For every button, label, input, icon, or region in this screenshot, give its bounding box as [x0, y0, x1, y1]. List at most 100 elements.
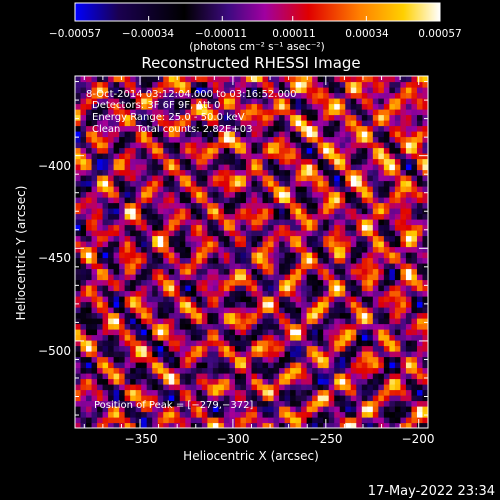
heatmap-cell	[411, 131, 418, 138]
heatmap-cell	[367, 109, 374, 116]
heatmap-cell	[207, 285, 214, 292]
heatmap-cell	[218, 378, 225, 385]
heatmap-cell	[152, 103, 159, 110]
heatmap-cell	[163, 136, 170, 143]
heatmap-cell	[245, 98, 253, 105]
heatmap-cell	[328, 417, 335, 424]
heatmap-cell	[312, 180, 319, 187]
heatmap-cell	[163, 400, 170, 407]
heatmap-cell	[262, 224, 269, 231]
heatmap-cell	[218, 263, 225, 270]
heatmap-cell	[345, 235, 352, 242]
heatmap-cell	[378, 136, 385, 143]
heatmap-cell	[350, 125, 357, 132]
heatmap-cell	[339, 246, 346, 253]
heatmap-cell	[317, 114, 324, 121]
heatmap-cell	[405, 378, 413, 385]
heatmap-cell	[339, 114, 346, 121]
heatmap-cell	[207, 213, 214, 220]
heatmap-cell	[113, 378, 120, 385]
heatmap-cell	[262, 147, 269, 154]
heatmap-cell	[257, 290, 264, 297]
heatmap-cell	[141, 252, 148, 259]
heatmap-cell	[273, 367, 280, 374]
heatmap-cell	[141, 268, 148, 275]
heatmap-cell	[389, 158, 396, 165]
heatmap-cell	[312, 384, 319, 391]
heatmap-cell	[345, 131, 352, 138]
heatmap-cell	[257, 406, 264, 413]
heatmap-cell	[108, 246, 115, 253]
heatmap-cell	[378, 224, 385, 231]
heatmap-cell	[339, 400, 346, 407]
heatmap-cell	[75, 186, 82, 193]
heatmap-cell	[328, 378, 335, 385]
heatmap-cell	[323, 153, 330, 160]
heatmap-cell	[130, 230, 137, 237]
heatmap-cell	[196, 389, 203, 396]
heatmap-cell	[75, 131, 82, 138]
heatmap-cell	[284, 362, 291, 369]
heatmap-cell	[295, 362, 302, 369]
heatmap-cell	[411, 263, 418, 270]
heatmap-cell	[152, 318, 159, 325]
heatmap-cell	[91, 169, 98, 176]
heatmap-cell	[312, 241, 319, 248]
heatmap-cell	[179, 87, 186, 94]
heatmap-cell	[383, 92, 390, 99]
heatmap-cell	[416, 340, 424, 347]
heatmap-cell	[119, 98, 126, 105]
heatmap-cell	[273, 373, 280, 380]
heatmap-cell	[163, 208, 170, 215]
heatmap-cell	[190, 395, 197, 402]
heatmap-cell	[345, 395, 352, 402]
heatmap-cell	[323, 257, 330, 264]
heatmap-cell	[124, 87, 131, 94]
heatmap-cell	[86, 345, 93, 352]
heatmap-cell	[273, 384, 280, 391]
heatmap-cell	[389, 373, 396, 380]
heatmap-cell	[411, 169, 418, 176]
heatmap-cell	[257, 367, 264, 374]
heatmap-cell	[290, 208, 297, 215]
heatmap-cell	[279, 98, 286, 105]
heatmap-cell	[130, 318, 137, 325]
heatmap-cell	[323, 158, 330, 165]
heatmap-cell	[334, 307, 341, 314]
heatmap-cell	[279, 263, 286, 270]
heatmap-cell	[86, 411, 93, 418]
heatmap-cell	[75, 406, 82, 413]
heatmap-cell	[416, 142, 424, 149]
heatmap-cell	[97, 296, 104, 303]
heatmap-cell	[234, 147, 242, 154]
heatmap-cell	[196, 109, 203, 116]
heatmap-cell	[257, 378, 264, 385]
heatmap-cell	[273, 213, 280, 220]
heatmap-cell	[284, 76, 291, 83]
heatmap-cell	[80, 252, 87, 259]
heatmap-cell	[135, 131, 142, 138]
heatmap-cell	[301, 175, 308, 182]
heatmap-cell	[179, 202, 186, 209]
heatmap-cell	[306, 268, 313, 275]
heatmap-cell	[317, 241, 324, 248]
heatmap-cell	[378, 263, 385, 270]
heatmap-cell	[328, 345, 335, 352]
heatmap-cell	[268, 274, 275, 281]
heatmap-cell	[157, 136, 164, 143]
heatmap-cell	[394, 389, 402, 396]
heatmap-cell	[130, 136, 137, 143]
heatmap-cell	[405, 307, 413, 314]
heatmap-cell	[102, 356, 109, 363]
heatmap-cell	[223, 213, 231, 220]
heatmap-cell	[273, 285, 280, 292]
heatmap-cell	[135, 367, 142, 374]
heatmap-cell	[389, 76, 396, 83]
heatmap-cell	[146, 197, 153, 204]
heatmap-cell	[378, 384, 385, 391]
heatmap-cell	[179, 147, 186, 154]
heatmap-cell	[196, 400, 203, 407]
heatmap-cell	[240, 422, 247, 428]
heatmap-cell	[185, 81, 192, 88]
heatmap-cell	[383, 186, 390, 193]
